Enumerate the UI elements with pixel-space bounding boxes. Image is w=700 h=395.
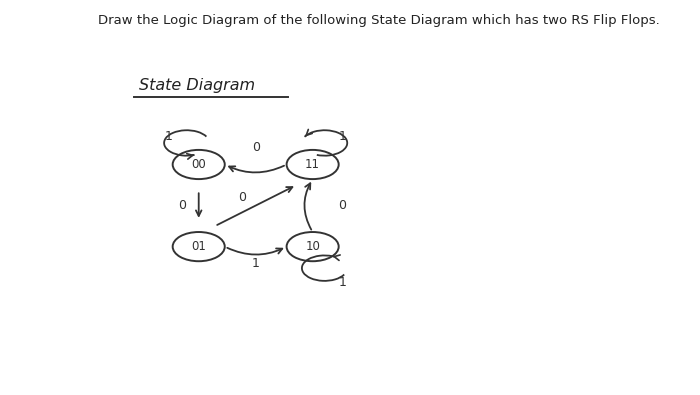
Text: 00: 00 [191, 158, 206, 171]
Text: 1: 1 [252, 257, 260, 270]
Text: 01: 01 [191, 240, 206, 253]
Text: 10: 10 [305, 240, 320, 253]
Text: 1: 1 [339, 276, 346, 288]
Text: State Diagram: State Diagram [139, 78, 256, 93]
Text: 0: 0 [178, 199, 186, 212]
Text: 0: 0 [339, 199, 346, 212]
Text: 1: 1 [339, 130, 346, 143]
Text: 0: 0 [252, 141, 260, 154]
Text: 0: 0 [238, 192, 246, 205]
Text: 11: 11 [305, 158, 320, 171]
Text: Draw the Logic Diagram of the following State Diagram which has two RS Flip Flop: Draw the Logic Diagram of the following … [98, 14, 659, 27]
Text: 1: 1 [165, 130, 173, 143]
